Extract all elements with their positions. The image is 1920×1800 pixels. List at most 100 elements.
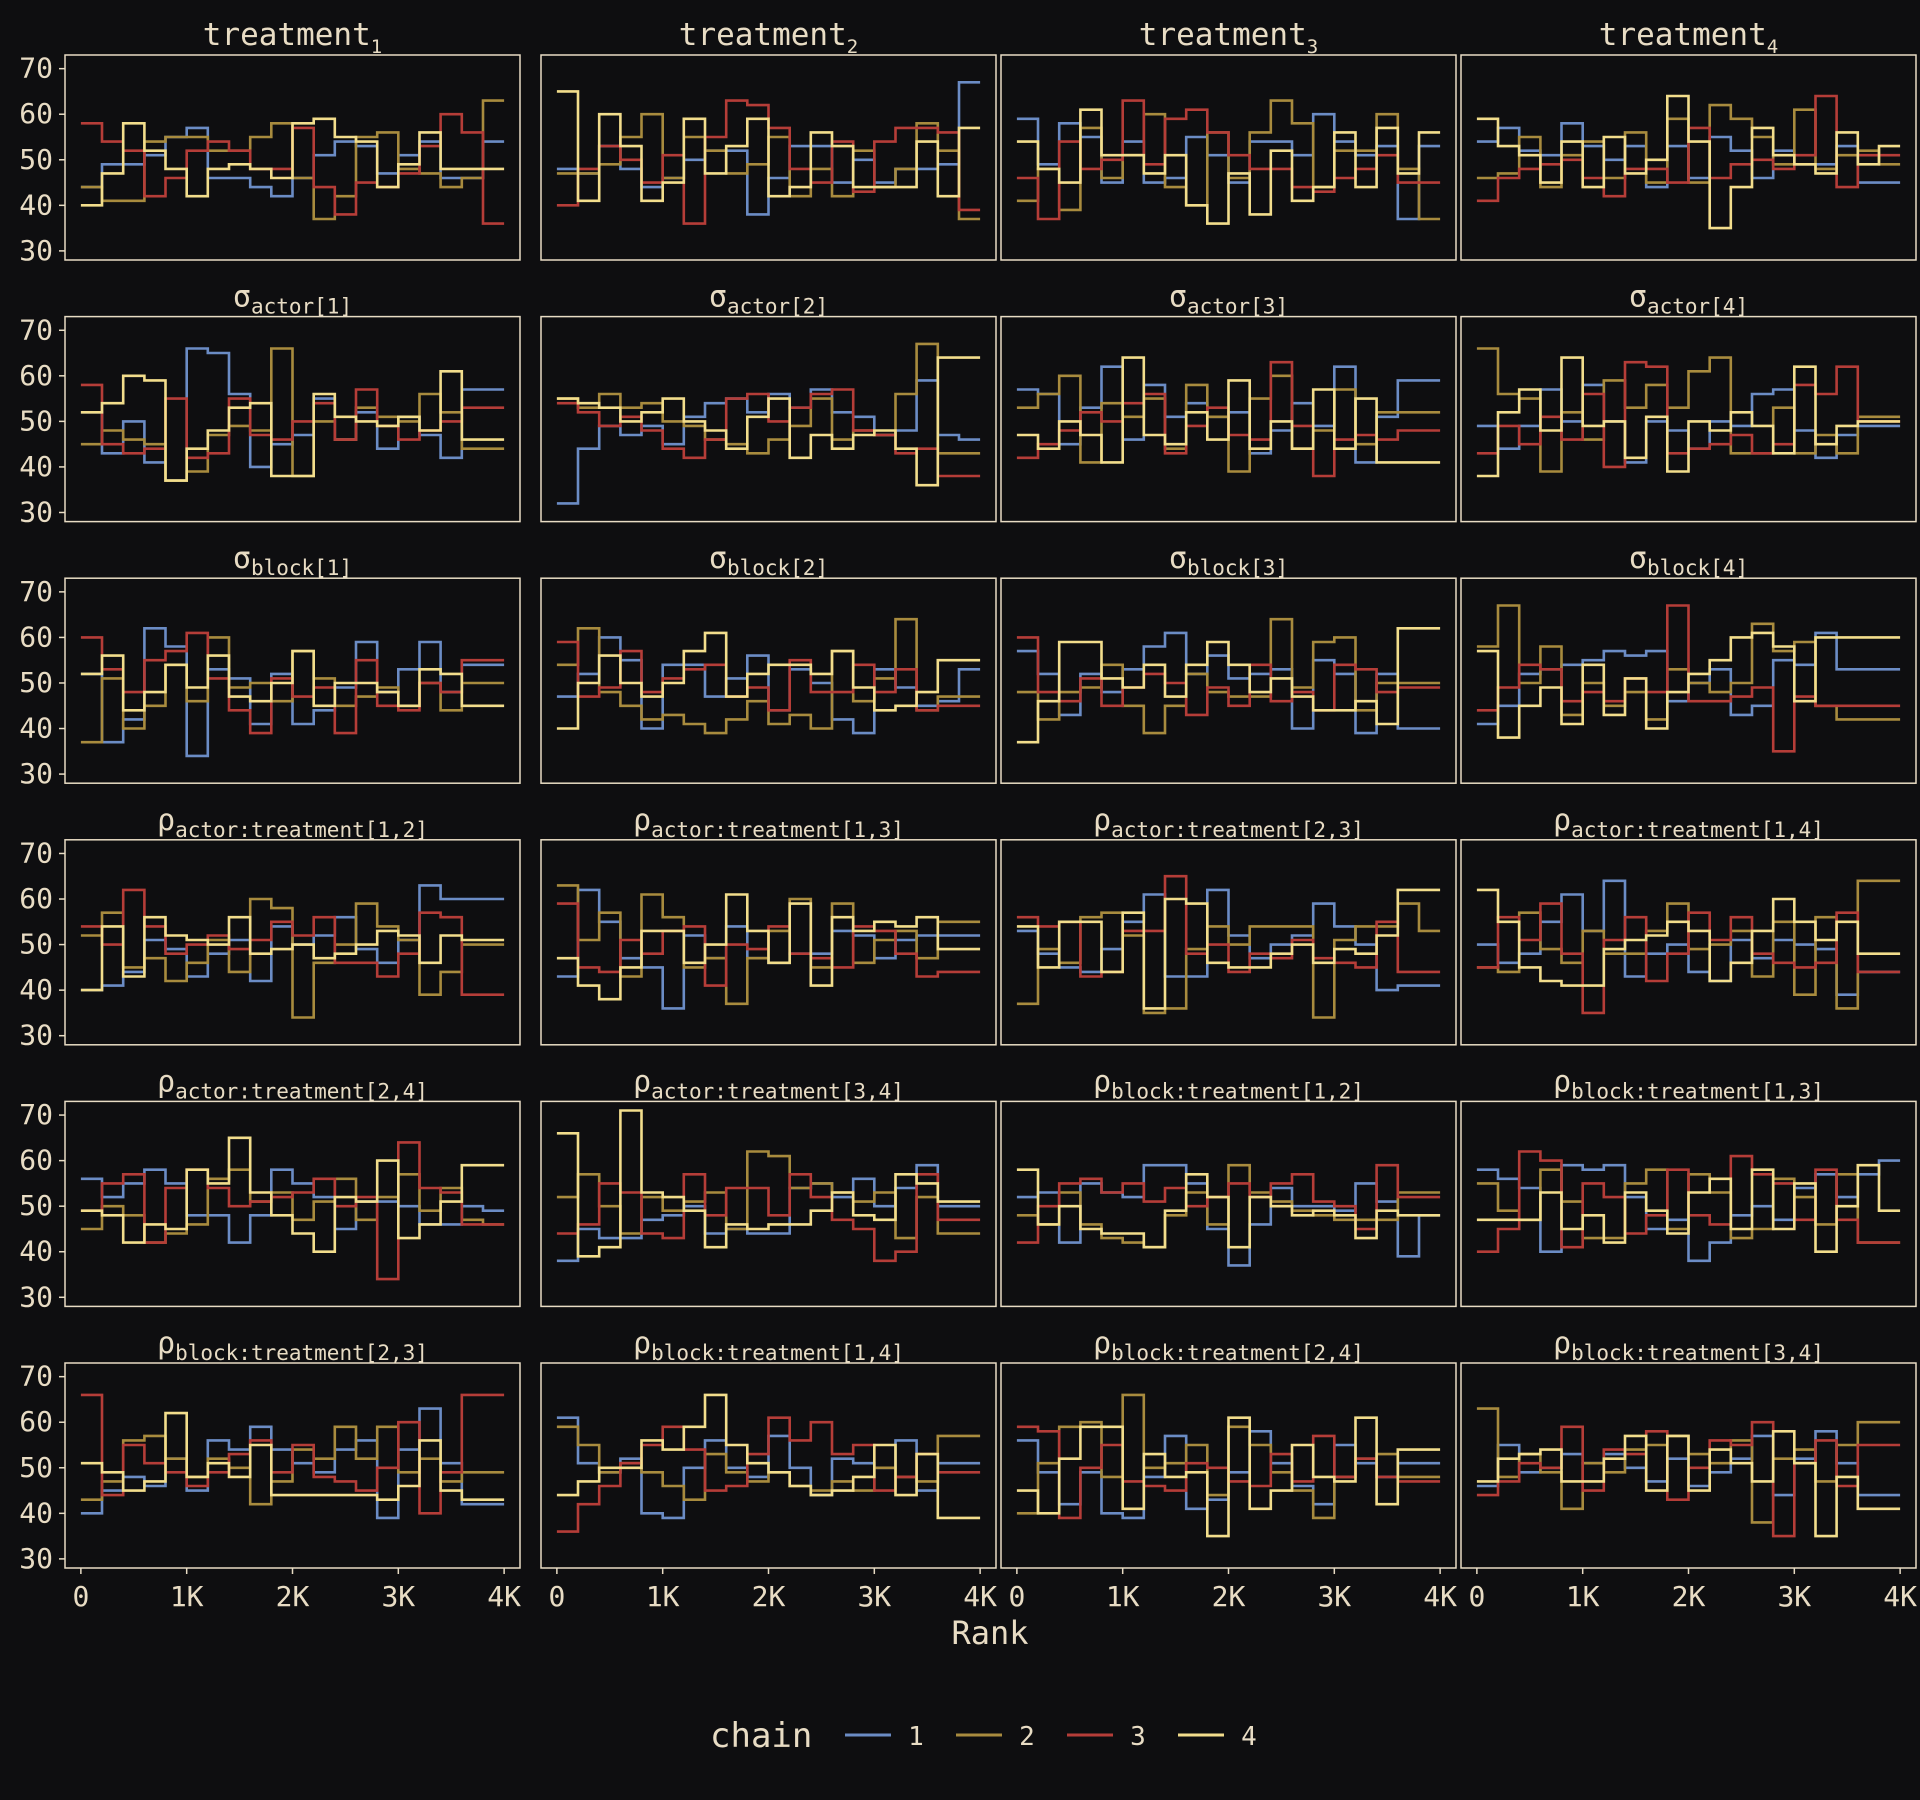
series-line-chain-2 xyxy=(556,342,981,455)
x-tick-label: 4K xyxy=(963,1580,997,1613)
x-tick-label: 4K xyxy=(1423,1580,1457,1613)
legend-item-chain-3[interactable]: 3 xyxy=(1067,1722,1146,1752)
y-tick-label: 40 xyxy=(19,973,53,1006)
y-tick-label: 40 xyxy=(19,1235,53,1268)
panel-title: treatment1 xyxy=(203,17,382,58)
panel-8: σactor[4] xyxy=(1460,280,1917,523)
series-line-chain-2 xyxy=(556,1150,981,1240)
series-line-chain-4 xyxy=(1016,1168,1441,1249)
panel-title-main: ρ xyxy=(1093,1064,1111,1099)
panel-title-main: treatment xyxy=(679,17,847,53)
panel-title: σactor[1] xyxy=(233,280,352,319)
panel-10: σblock[2] xyxy=(540,541,997,784)
panel-title-subscript: actor:treatment[3,4] xyxy=(651,1079,904,1103)
panel-title: ρactor:treatment[1,2] xyxy=(157,803,428,842)
panel-title-main: σ xyxy=(1169,541,1187,576)
y-tick-label: 30 xyxy=(19,1280,53,1313)
panel-title-main: ρ xyxy=(633,803,651,838)
panel-title-main: treatment xyxy=(203,17,371,53)
panel-title-main: ρ xyxy=(157,1064,175,1099)
panel-19: ρblock:treatment[1,2] xyxy=(1000,1064,1457,1308)
y-tick-label: 60 xyxy=(19,1405,53,1438)
legend-label: 3 xyxy=(1130,1722,1146,1752)
series-line-chain-4 xyxy=(556,893,981,1001)
legend-label: 1 xyxy=(908,1722,924,1752)
panel-title-main: treatment xyxy=(1139,17,1307,53)
panel-title: ρblock:treatment[1,2] xyxy=(1093,1064,1364,1103)
series-line-chain-3 xyxy=(1476,94,1901,203)
panel-frame xyxy=(1000,1100,1457,1308)
legend-item-chain-1[interactable]: 1 xyxy=(845,1722,924,1752)
panel-title-subscript: block:treatment[2,3] xyxy=(175,1341,428,1365)
series-line-chain-4 xyxy=(1016,888,1441,1010)
series-line-chain-4 xyxy=(1476,356,1901,478)
y-tick-label: 70 xyxy=(19,836,53,869)
x-tick-label: 0 xyxy=(1008,1580,1025,1613)
panel-frame xyxy=(1000,577,1457,784)
panel-title-subscript: block:treatment[1,3] xyxy=(1571,1079,1824,1103)
legend-item-chain-2[interactable]: 2 xyxy=(956,1722,1035,1752)
panel-title-main: ρ xyxy=(1553,803,1571,838)
panel-16: ρactor:treatment[1,4] xyxy=(1460,803,1917,1046)
panel-title-subscript: actor[4] xyxy=(1647,295,1748,319)
y-tick-label: 70 xyxy=(19,52,53,85)
panel-title-subscript: actor:treatment[2,3] xyxy=(1111,818,1364,842)
panel-title: treatment4 xyxy=(1599,17,1778,58)
series-line-chain-4 xyxy=(1016,627,1441,744)
series-line-chain-4 xyxy=(80,1136,505,1253)
panel-title-subscript: actor[3] xyxy=(1187,295,1288,319)
panel-5: σactor[1] 30 40 50 60 70 xyxy=(19,280,521,528)
y-tick-label: 50 xyxy=(19,143,53,176)
panel-13: ρactor:treatment[1,2] 30 40 50 60 70 xyxy=(19,803,521,1052)
legend[interactable]: chain 1 2 3 4 xyxy=(710,1716,1257,1756)
panel-title: ρactor:treatment[2,4] xyxy=(157,1064,428,1103)
panel-2: treatment2 xyxy=(540,17,997,261)
y-tick-label: 40 xyxy=(19,1496,53,1529)
panel-title-main: ρ xyxy=(1553,1326,1571,1361)
panel-1: treatment1 30 40 50 60 70 xyxy=(19,17,521,267)
panel-title: σactor[4] xyxy=(1629,280,1748,319)
panel-11: σblock[3] xyxy=(1000,541,1457,784)
panel-title-main: σ xyxy=(233,541,251,576)
x-tick-label: 0 xyxy=(1468,1580,1485,1613)
panel-title-subscript: block[4] xyxy=(1647,556,1748,580)
series-line-chain-2 xyxy=(1016,374,1441,473)
panel-title: ρactor:treatment[1,3] xyxy=(633,803,904,842)
legend-item-chain-4[interactable]: 4 xyxy=(1178,1722,1257,1752)
panel-15: ρactor:treatment[2,3] xyxy=(1000,803,1457,1046)
panel-title-subscript: 1 xyxy=(371,36,382,58)
panel-title-main: ρ xyxy=(1093,803,1111,838)
panel-title: ρblock:treatment[1,3] xyxy=(1553,1064,1824,1103)
panel-title-subscript: block:treatment[1,2] xyxy=(1111,1079,1364,1103)
y-tick-label: 50 xyxy=(19,404,53,437)
panel-title: σblock[2] xyxy=(709,541,828,580)
panel-title-subscript: 4 xyxy=(1767,36,1778,58)
series-line-chain-4 xyxy=(1476,888,1901,987)
x-tick-label: 2K xyxy=(1672,1580,1706,1613)
series-line-chain-4 xyxy=(80,370,505,482)
panel-title-main: σ xyxy=(1629,541,1647,576)
panel-4: treatment4 xyxy=(1460,17,1917,261)
x-tick-label: 0 xyxy=(72,1580,89,1613)
panel-title: σblock[3] xyxy=(1169,541,1288,580)
panel-20: ρblock:treatment[1,3] xyxy=(1460,1064,1917,1308)
series-line-chain-4 xyxy=(556,631,981,730)
series-line-chain-4 xyxy=(80,1411,505,1501)
series-line-chain-4 xyxy=(1476,94,1901,230)
series-line-chain-3 xyxy=(556,640,981,712)
panel-title: ρblock:treatment[3,4] xyxy=(1553,1326,1824,1365)
panel-title: ρblock:treatment[2,4] xyxy=(1093,1326,1364,1365)
y-tick-label: 50 xyxy=(19,666,53,699)
panel-title-main: ρ xyxy=(633,1064,651,1099)
series-line-chain-4 xyxy=(1016,1416,1441,1538)
y-tick-label: 60 xyxy=(19,1144,53,1177)
y-tick-label: 40 xyxy=(19,450,53,483)
panel-17: ρactor:treatment[2,4] 30 40 50 60 70 xyxy=(19,1064,521,1313)
panel-title-subscript: block:treatment[2,4] xyxy=(1111,1341,1364,1365)
y-tick-label: 60 xyxy=(19,882,53,915)
panel-frame xyxy=(1460,315,1917,523)
x-tick-label: 1K xyxy=(170,1580,204,1613)
x-tick-label: 3K xyxy=(381,1580,415,1613)
panel-title-subscript: actor:treatment[1,2] xyxy=(175,818,428,842)
y-tick-label: 60 xyxy=(19,620,53,653)
